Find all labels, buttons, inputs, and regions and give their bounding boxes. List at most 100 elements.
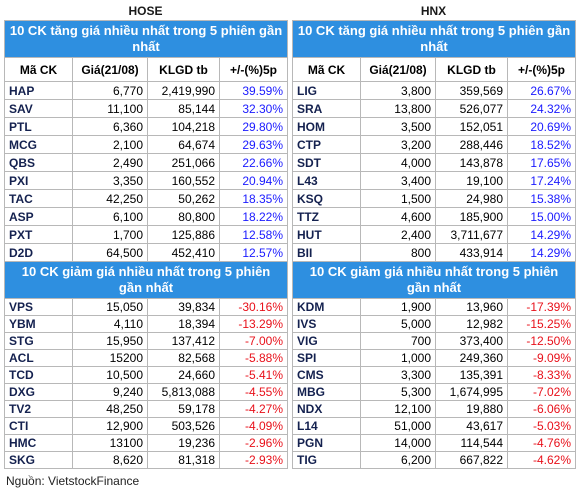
cell: 15,050 [72, 298, 148, 316]
cell: 3,200 [360, 135, 436, 154]
ticker: PTL [4, 117, 73, 136]
cell: 3,400 [360, 171, 436, 190]
ticker: VIG [292, 332, 361, 350]
stock-row: SDT 4,000 143,878 17.65% [292, 153, 577, 172]
stock-row: HMC 13100 19,236 -2.96% [4, 434, 289, 452]
cell: 6,360 [72, 117, 148, 136]
exchange-panel: HNX 10 CK tăng giá nhiều nhất trong 5 phi… [291, 2, 577, 469]
stock-row: KDM 1,900 13,960 -17.39% [292, 298, 577, 316]
cell: 667,822 [435, 451, 508, 469]
column-header: Mã CK [4, 57, 73, 82]
cell: 39,834 [147, 298, 220, 316]
cell: -12.50% [506, 332, 577, 350]
cell: -4.62% [506, 451, 577, 469]
cell: 6,770 [72, 81, 148, 100]
ticker: HMC [4, 434, 73, 452]
cell: 13,800 [360, 99, 436, 118]
stock-row: L14 51,000 43,617 -5.03% [292, 417, 577, 435]
exchange-label: HNX [420, 4, 447, 18]
cell: 3,800 [360, 81, 436, 100]
cell: 8,620 [72, 451, 148, 469]
cell: 1,000 [360, 349, 436, 367]
stock-table: 10 CK tăng giá nhiều nhất trong 5 phiên … [291, 20, 577, 469]
header-row: Mã CK Giá(21/08) KLGD tb +/-(%)5p [292, 57, 577, 82]
ticker: DXG [4, 383, 73, 401]
cell: 359,569 [435, 81, 508, 100]
cell: 3,300 [360, 366, 436, 384]
cell: 24.32% [506, 99, 577, 118]
stock-row: CTI 12,900 503,526 -4.09% [4, 417, 289, 435]
cell: 19,100 [435, 171, 508, 190]
cell: 503,526 [147, 417, 220, 435]
ticker: SAV [4, 99, 73, 118]
stock-row: TV2 48,250 59,178 -4.27% [4, 400, 289, 418]
cell: 373,400 [435, 332, 508, 350]
ticker: STG [4, 332, 73, 350]
cell: 80,800 [147, 207, 220, 226]
cell: 18.35% [218, 189, 289, 208]
cell: 1,900 [360, 298, 436, 316]
cell: 12,900 [72, 417, 148, 435]
column-header: Giá(21/08) [72, 57, 148, 82]
section-title-row: 10 CK giảm giá nhiều nhất trong 5 phiên … [291, 261, 577, 299]
source-note: Nguồn: VietstockFinance [6, 474, 140, 488]
cell: -17.39% [506, 298, 577, 316]
cell: 64,674 [147, 135, 220, 154]
stock-row: VPS 15,050 39,834 -30.16% [4, 298, 289, 316]
stock-row: IVS 5,000 12,982 -15.25% [292, 315, 577, 333]
cell: 2,100 [72, 135, 148, 154]
cell: 12,100 [360, 400, 436, 418]
cell: 3,350 [72, 171, 148, 190]
column-header: KLGD tb [435, 57, 508, 82]
stock-row: TCD 10,500 24,660 -5.41% [4, 366, 289, 384]
stock-row: HOM 3,500 152,051 20.69% [292, 117, 577, 136]
cell: -2.96% [218, 434, 289, 452]
stock-row: ASP 6,100 80,800 18.22% [4, 207, 289, 226]
ticker: SRA [292, 99, 361, 118]
cell: 26.67% [506, 81, 577, 100]
stock-row: STG 15,950 137,412 -7.00% [4, 332, 289, 350]
ticker: PXT [4, 225, 73, 244]
cell: 64,500 [72, 243, 148, 262]
ticker: YBM [4, 315, 73, 333]
header-row: Mã CK Giá(21/08) KLGD tb +/-(%)5p [4, 57, 289, 82]
cell: 4,110 [72, 315, 148, 333]
stock-row: PTL 6,360 104,218 29.80% [4, 117, 289, 136]
cell: 4,600 [360, 207, 436, 226]
section-title: 10 CK giảm giá nhiều nhất trong 5 phiên … [291, 261, 577, 299]
cell: 5,300 [360, 383, 436, 401]
ticker: ASP [4, 207, 73, 226]
cell: 15.00% [506, 207, 577, 226]
stock-row: TAC 42,250 50,262 18.35% [4, 189, 289, 208]
cell: 12,982 [435, 315, 508, 333]
cell: 18.52% [506, 135, 577, 154]
ticker: L14 [292, 417, 361, 435]
section-title-row: 10 CK tăng giá nhiều nhất trong 5 phiên … [3, 20, 289, 58]
cell: 4,000 [360, 153, 436, 172]
cell: -30.16% [218, 298, 289, 316]
cell: 135,391 [435, 366, 508, 384]
cell: 81,318 [147, 451, 220, 469]
ticker: LIG [292, 81, 361, 100]
stock-row: YBM 4,110 18,394 -13.29% [4, 315, 289, 333]
section-title: 10 CK giảm giá nhiều nhất trong 5 phiên … [3, 261, 289, 299]
cell: 19,236 [147, 434, 220, 452]
stock-row: SPI 1,000 249,360 -9.09% [292, 349, 577, 367]
cell: -13.29% [218, 315, 289, 333]
ticker: CMS [292, 366, 361, 384]
column-header: KLGD tb [147, 57, 220, 82]
cell: 800 [360, 243, 436, 262]
cell: -5.88% [218, 349, 289, 367]
stock-row: SAV 11,100 85,144 32.30% [4, 99, 289, 118]
cell: -5.41% [218, 366, 289, 384]
cell: -4.76% [506, 434, 577, 452]
cell: 14.29% [506, 225, 577, 244]
cell: 10,500 [72, 366, 148, 384]
ticker: MBG [292, 383, 361, 401]
ticker: VPS [4, 298, 73, 316]
cell: 700 [360, 332, 436, 350]
cell: 5,813,088 [147, 383, 220, 401]
cell: 19,880 [435, 400, 508, 418]
cell: 1,674,995 [435, 383, 508, 401]
